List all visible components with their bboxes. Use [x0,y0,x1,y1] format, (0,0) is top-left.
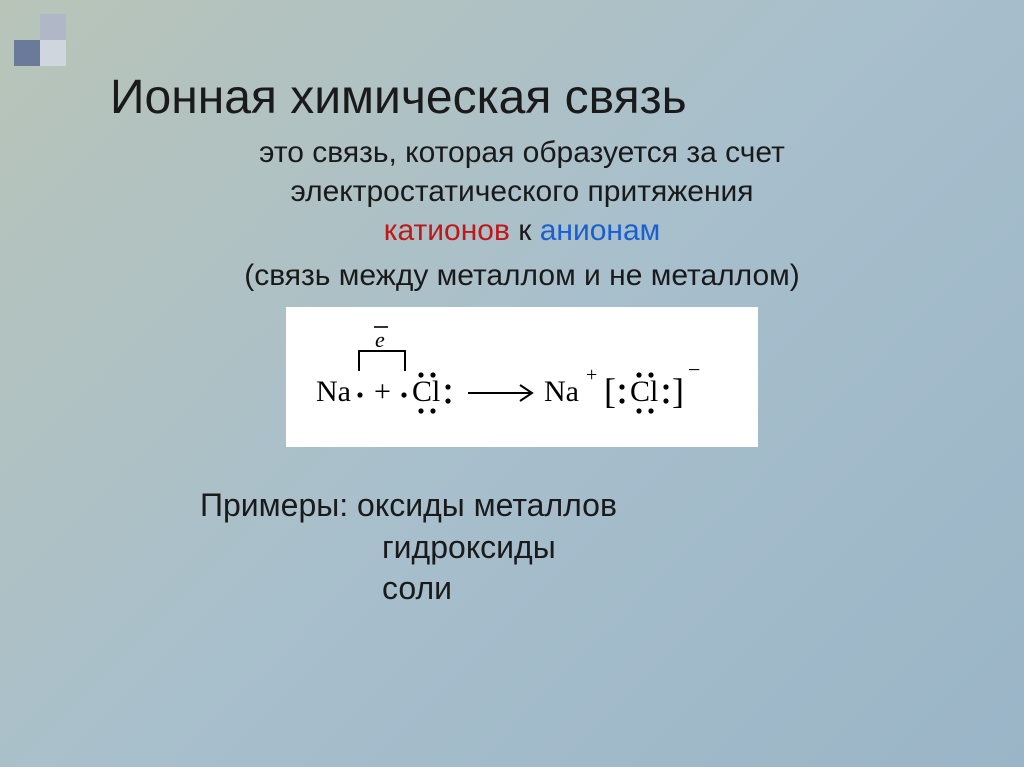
slide-content: Ионная химическая связь это связь, котор… [0,0,1024,767]
cl-lewis-right: Cl [619,372,668,413]
between-line: (связь между металлом и не металлом) [80,256,964,295]
examples-block: Примеры: оксиды металлов гидроксиды соли [200,485,964,610]
plus-sign: + [374,375,391,408]
cl-lewis-left: Cl [401,372,450,413]
example-item: оксиды металлов [357,487,617,523]
bracket-charge: − [688,357,700,382]
examples-label: Примеры: [200,487,357,523]
examples-line: Примеры: оксиды металлов [200,485,964,527]
na-charge: + [586,364,597,386]
formula-box: Na + Cl [286,307,758,447]
definition-line: это связь, которая образуется за счет [80,133,964,172]
ion-line: катионов к анионам [80,211,964,250]
transfer-arrow [359,351,405,371]
definition-line: электростатического притяжения [80,172,964,211]
e-label: e [375,327,385,352]
slide-body: это связь, которая образуется за счет эл… [80,133,964,610]
reaction-arrow [468,385,532,401]
formula-svg: Na + Cl [312,321,732,429]
electron-dot [357,392,362,397]
svg-text:Cl: Cl [630,375,658,408]
connector: к [510,214,540,247]
example-item: соли [382,568,964,610]
anion-word: анионам [540,214,661,247]
na-text: Na [316,375,351,408]
na-plus-text: Na [544,375,579,408]
slide-title: Ионная химическая связь [110,70,964,125]
example-item: гидроксиды [382,527,964,569]
cation-word: катионов [384,214,510,247]
svg-text:Cl: Cl [412,375,440,408]
bracket-open: [ [604,371,616,411]
bracket-close: ] [672,371,684,411]
